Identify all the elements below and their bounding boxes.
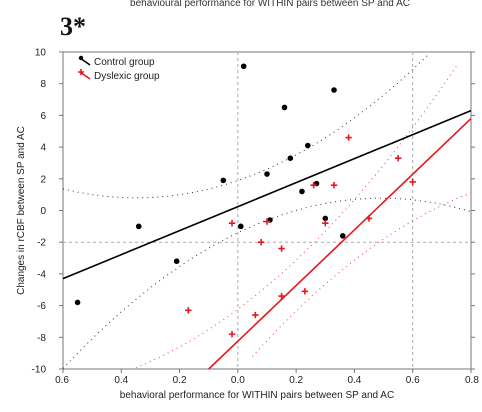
x-axis-ticks: 0.6 0.4 0.2 0.0 0.2 0.4 0.6 0.8	[55, 369, 479, 386]
y-tick-label: 0	[40, 206, 46, 217]
control-point	[299, 188, 305, 195]
dyslexic-point	[278, 245, 285, 252]
plot-frame	[62, 51, 472, 370]
x-tick-label: 0.0	[231, 375, 245, 386]
control-point	[331, 87, 337, 93]
control-point	[264, 171, 270, 177]
dyslexic-point	[330, 181, 338, 189]
y-tick-label: 2	[40, 174, 46, 185]
confidence-bands	[62, 55, 472, 369]
legend-item-control: Control group	[78, 55, 155, 68]
x-tick-label: 0.6	[406, 375, 420, 386]
control-point	[135, 223, 142, 230]
y-tick-label: 4	[40, 143, 46, 154]
dyslexic-point	[310, 181, 317, 189]
confidence-band-1-0	[135, 65, 457, 369]
dyslexic-point	[301, 288, 309, 295]
control-point	[220, 177, 227, 184]
dyslexic-point	[185, 307, 192, 314]
x-tick-label: 0.4	[347, 375, 361, 386]
x-tick-label: 0.2	[289, 375, 303, 386]
control-point	[240, 63, 247, 70]
y-tick-label: 10	[35, 48, 47, 59]
dyslexic-point	[257, 239, 265, 246]
control-point	[237, 223, 244, 230]
legend: Control group Dyslexic group	[78, 55, 160, 82]
legend-label-dyslexic: Dyslexic group	[94, 71, 160, 82]
control-point	[173, 258, 180, 265]
y-tick-label: 6	[40, 111, 46, 122]
control-point	[339, 233, 346, 239]
control-point	[287, 155, 294, 161]
control-point	[305, 142, 311, 149]
dyslexic-point	[345, 134, 352, 141]
y-tick-label: -8	[37, 333, 46, 344]
regression-lines	[62, 109, 472, 370]
x-tick-label: 0.4	[114, 375, 128, 386]
panel-label: 3*	[60, 12, 86, 41]
dyslexic-point	[263, 218, 271, 225]
dyslexic-point	[322, 219, 329, 227]
dyslexic-point	[409, 178, 416, 186]
legend-marker-dyslexic	[78, 69, 84, 75]
dyslexic-point	[228, 330, 236, 338]
x-tick-label: 0.2	[173, 375, 187, 386]
legend-label-control: Control group	[94, 57, 155, 68]
control-point	[281, 104, 288, 111]
control-point	[74, 299, 81, 306]
reference-lines	[63, 52, 471, 369]
plot-area	[62, 51, 472, 370]
confidence-band-0-0	[62, 55, 428, 199]
y-tick-label: 8	[40, 79, 46, 90]
confidence-band-1-1	[252, 192, 472, 357]
legend-marker-control	[78, 55, 84, 61]
y-axis-ticks: -10 -8 -6 -4 -2 0 2 4 6 8 10	[32, 48, 475, 376]
dyslexic-point	[228, 219, 236, 227]
regression-line-0	[62, 109, 472, 280]
dyslexic-point	[278, 292, 285, 300]
data-points	[74, 63, 416, 338]
y-tick-label: -6	[37, 301, 46, 312]
y-axis-label: Changes in rCBF between SP and AC	[16, 126, 27, 295]
top-caption: behavioural performance for WITHIN pairs…	[130, 0, 410, 9]
x-tick-label: 0.8	[465, 375, 479, 386]
x-axis-label: behavioral performance for WITHIN pairs …	[120, 390, 394, 401]
regression-line-1	[208, 117, 472, 370]
control-point	[322, 215, 329, 222]
dyslexic-point	[394, 154, 402, 162]
x-tick-label: 0.6	[55, 375, 69, 386]
y-tick-label: -2	[37, 238, 46, 249]
y-tick-label: -4	[37, 269, 46, 280]
dyslexic-point	[252, 311, 259, 319]
legend-item-dyslexic: Dyslexic group	[78, 69, 160, 82]
y-tick-label: -10	[32, 365, 47, 376]
dyslexic-point	[365, 215, 373, 222]
